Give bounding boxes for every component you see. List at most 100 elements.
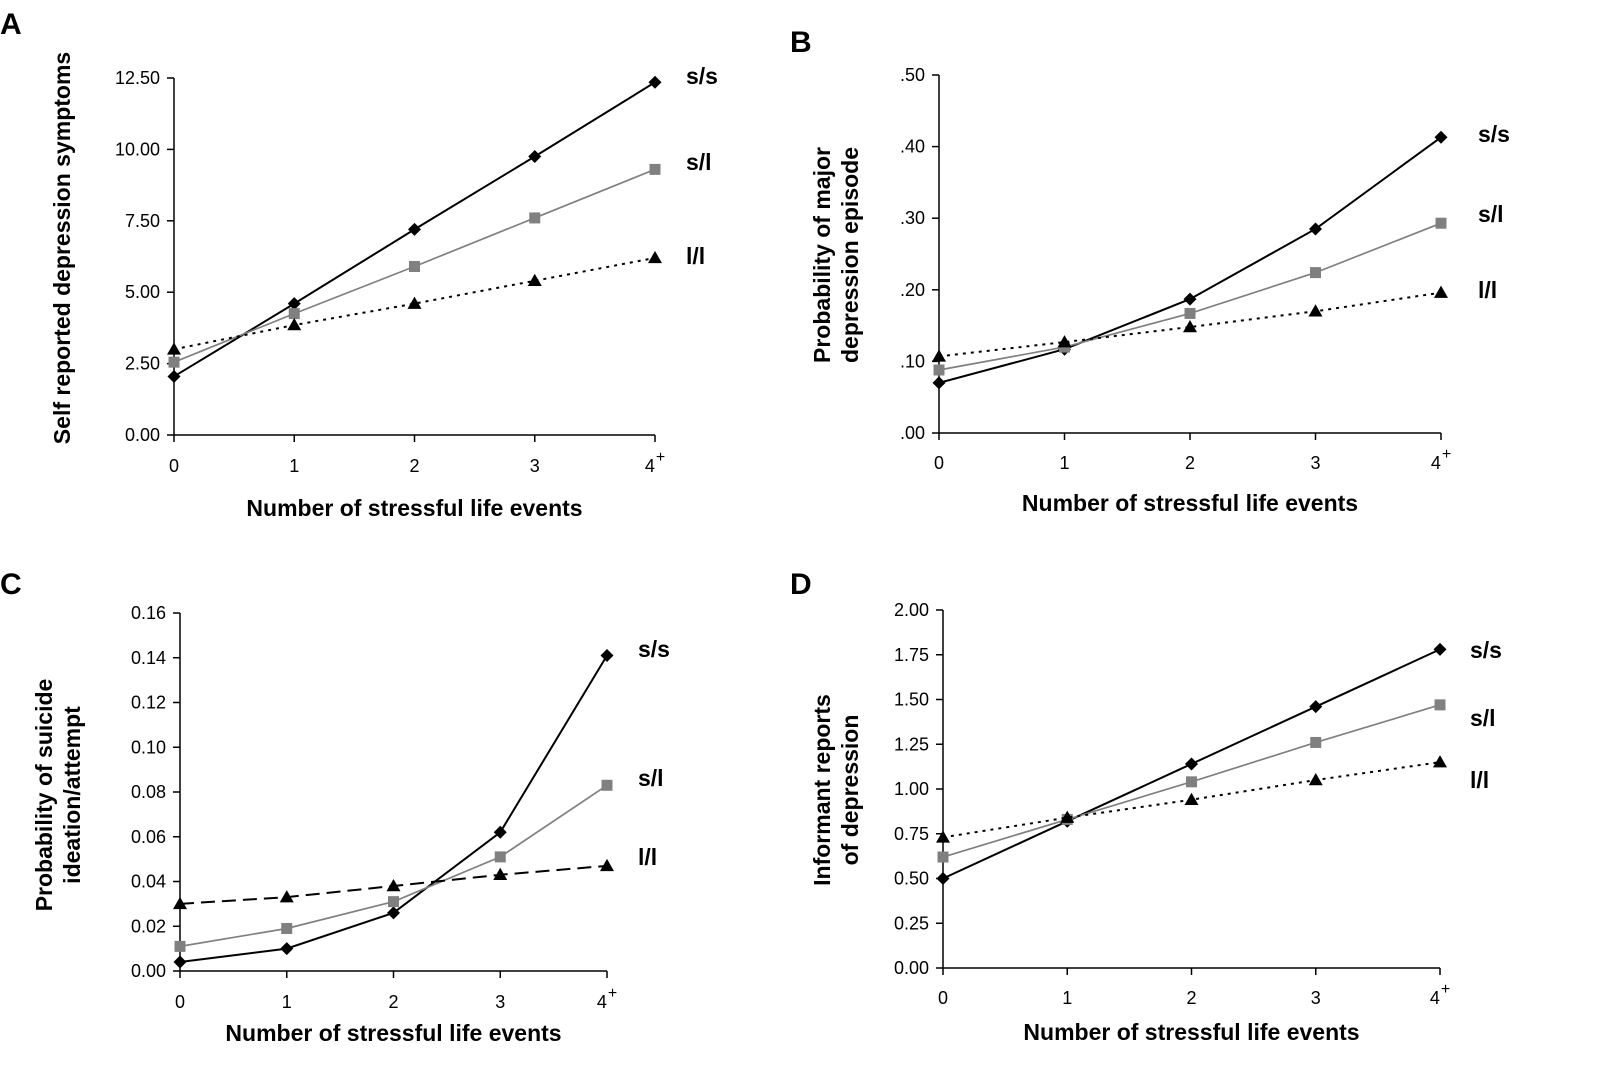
data-point-triangle [1184, 792, 1199, 805]
data-point-diamond [1309, 222, 1322, 236]
series-l-l [932, 285, 1448, 362]
data-point-triangle [600, 858, 614, 872]
y-tick-label: 2.50 [125, 354, 160, 374]
series-s-s [167, 75, 662, 383]
y-tick-label: .10 [900, 351, 925, 371]
data-point-square [1310, 267, 1321, 279]
series-label: l/l [1478, 277, 1497, 303]
x-axis-label: Number of stressful life events [246, 495, 582, 521]
data-point-diamond [280, 942, 294, 956]
data-point-triangle [527, 273, 542, 287]
x-axis-label: Number of stressful life events [1022, 490, 1358, 516]
series-label: l/l [686, 243, 705, 269]
x-tick-label: 1 [282, 992, 292, 1012]
series-l-l [167, 250, 662, 355]
series-s-s [173, 649, 614, 969]
data-point-square [601, 779, 613, 791]
y-tick-label: 0.06 [131, 827, 166, 847]
x-tick-label: 3 [530, 456, 540, 476]
data-point-triangle [407, 296, 422, 309]
series-s-l [937, 699, 1446, 863]
data-point-diamond [1183, 292, 1197, 306]
data-point-diamond [173, 955, 187, 969]
x-tick-label: 1 [1062, 988, 1072, 1008]
x-tick-label: 2 [1185, 453, 1195, 473]
data-point-triangle [1183, 320, 1197, 333]
series-label: l/l [1470, 767, 1489, 793]
y-tick-label: 0.00 [131, 961, 166, 981]
panel-letter: B [790, 26, 812, 59]
series-l-l [936, 755, 1447, 843]
panel-letter: A [0, 8, 22, 41]
x-tick-superscript: + [608, 985, 617, 1002]
data-point-square [1434, 699, 1446, 711]
series-l-l [173, 858, 614, 910]
y-axis-label: Self reported depression symptoms [49, 52, 75, 444]
series-label: s/s [686, 63, 718, 89]
y-axis-label-line: Probability of suicide [31, 679, 57, 912]
data-point-diamond [1433, 642, 1447, 656]
y-axis-label: Informant reportsof depression [809, 694, 863, 886]
data-point-square [281, 922, 293, 934]
y-tick-label: .30 [900, 208, 925, 228]
x-tick-label: 0 [934, 453, 944, 473]
data-point-square [494, 851, 506, 863]
y-axis-label-line: Probability of major [809, 147, 835, 363]
y-tick-label: .40 [900, 137, 925, 157]
series-line [173, 256, 656, 351]
data-point-diamond [408, 222, 421, 236]
panel-c: C 0.00 0.02 0.04 0.06 0.08 0.10 0.12 0.14 0.16 0 1 2… [0, 568, 670, 1046]
x-tick-label: 0 [169, 456, 179, 476]
panel-letter: D [790, 568, 812, 601]
x-tick-label: 3 [495, 992, 505, 1012]
data-point-diamond [387, 906, 400, 920]
x-tick-label: 1 [289, 456, 299, 476]
data-point-triangle [1308, 304, 1323, 317]
y-axis-label-line: Informant reports [809, 694, 835, 886]
y-tick-label: 0.12 [131, 693, 166, 713]
y-axis-label: Probability of majordepression episode [809, 147, 863, 363]
data-point-square [1435, 217, 1447, 229]
data-point-square [288, 308, 300, 320]
data-point-diamond [493, 825, 507, 839]
data-point-square [649, 163, 661, 175]
data-point-diamond [648, 75, 662, 89]
data-point-diamond [932, 376, 946, 390]
y-tick-label: 12.50 [115, 68, 160, 88]
y-tick-label: 10.00 [115, 139, 160, 159]
series-s-s [936, 642, 1447, 885]
y-tick-label: .50 [900, 65, 925, 85]
x-tick-label: 3 [1310, 453, 1320, 473]
data-point-triangle [932, 349, 946, 362]
y-axis-label: Probability of suicideideation/attempt [31, 679, 85, 912]
data-point-triangle [1434, 285, 1448, 298]
x-tick-label: 2 [409, 456, 419, 476]
y-tick-label: 0.08 [131, 782, 166, 802]
data-point-square [933, 364, 945, 376]
data-point-diamond [167, 369, 181, 383]
series-label: s/s [1478, 121, 1510, 147]
series-line [938, 136, 1442, 384]
data-point-triangle [1433, 755, 1447, 768]
y-tick-label: 0.50 [894, 869, 929, 889]
panel-d: D 0.00 0.25 0.50 0.75 1.00 1.25 1.50 1.75 2.00 0 1 2… [790, 568, 1502, 1045]
y-tick-label: 7.50 [125, 211, 160, 231]
y-tick-label: 1.25 [894, 734, 929, 754]
series-s-l [168, 163, 661, 368]
y-tick-label: 0.75 [894, 824, 929, 844]
x-tick-label: 0 [175, 992, 185, 1012]
data-point-triangle [287, 318, 302, 331]
x-tick-label: 2 [1186, 988, 1196, 1008]
data-point-square [1184, 307, 1196, 319]
x-axis-label: Number of stressful life events [225, 1020, 561, 1046]
x-tick-label: 3 [1311, 988, 1321, 1008]
panel-letter: C [0, 568, 22, 601]
series-label: s/l [686, 149, 712, 175]
x-tick-label: 4+ [1431, 446, 1451, 473]
y-axis-label-line: of depression [837, 715, 863, 866]
x-tick-label: 4+ [597, 985, 617, 1012]
y-axis-label-line: ideation/attempt [59, 706, 85, 884]
data-point-triangle [386, 878, 401, 892]
panel-b: B .00 .10 .20 .30 .40 .50 0 1 2 3 4+ Number of stres… [790, 26, 1510, 516]
